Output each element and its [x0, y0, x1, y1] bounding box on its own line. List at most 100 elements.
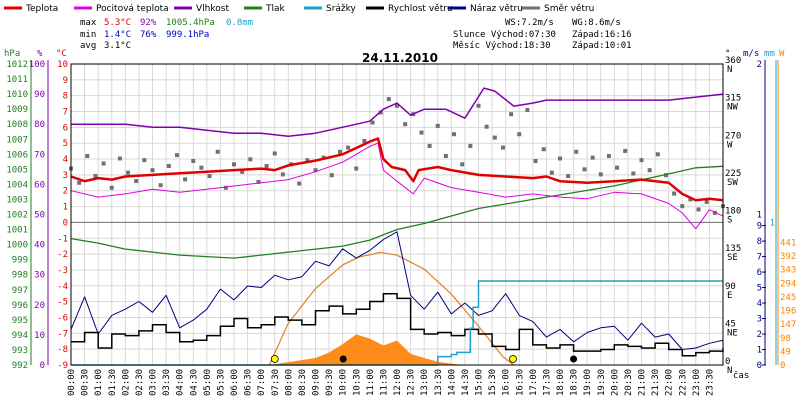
humidity-tick-label: 80	[34, 120, 45, 130]
direction-tick-label: 45	[725, 319, 736, 329]
x-tick-label: 19:30	[597, 369, 607, 396]
x-tick-label: 01:00	[94, 369, 104, 396]
x-tick-label: 11:30	[379, 369, 389, 396]
wind-direction-point	[272, 151, 277, 156]
x-tick-label: 02:00	[121, 369, 131, 396]
x-tick-label: 14:00	[447, 369, 457, 396]
humidity-tick-label: 100	[29, 60, 45, 70]
wind-tick-label: 6	[757, 268, 762, 278]
chart-title: 24.11.2010	[362, 51, 438, 65]
humidity-tick-label: 40	[34, 241, 45, 251]
temperature-tick-label: -9	[57, 361, 68, 371]
wind-direction-point	[598, 172, 603, 177]
temperature-tick-label: -4	[57, 282, 68, 292]
solar-area	[71, 334, 723, 365]
wind-direction-point	[223, 185, 228, 190]
wind-direction-point	[240, 169, 245, 174]
x-tick-label: 06:00	[230, 369, 240, 396]
direction-compass-label: S	[727, 216, 732, 226]
solar-tick-label: 294	[780, 279, 796, 289]
wind-direction-point	[354, 166, 359, 171]
wind-direction-point	[207, 174, 212, 179]
wind-direction-point	[77, 180, 82, 185]
humidity-tick-label: 50	[34, 211, 45, 221]
pressure-tick-label: 1009	[6, 105, 28, 115]
wind-direction-point	[395, 103, 399, 108]
pressure-tick-label: 1005	[6, 165, 28, 175]
wind-direction-point	[623, 148, 628, 153]
wind-tick-label: 0	[757, 361, 762, 371]
wind-direction-point	[256, 179, 261, 184]
wind-direction-point	[232, 162, 236, 167]
series-layer	[69, 87, 725, 366]
stats-max-temp: 5.3°C	[104, 18, 131, 28]
humidity-unit: %	[37, 49, 43, 59]
wind-direction-point	[712, 210, 717, 215]
solar-layer	[71, 251, 723, 366]
info-ws: WS:7.2m/s	[505, 18, 554, 28]
direction-unit: °	[725, 49, 730, 59]
x-tick-label: 18:30	[570, 369, 580, 396]
wind-direction-point	[655, 152, 660, 157]
pressure-line	[70, 165, 724, 259]
wind-direction-point	[680, 204, 685, 209]
legend-humidity: Vlhkost	[174, 4, 229, 14]
wind-direction-point	[443, 153, 448, 158]
x-tick-label: 03:30	[162, 369, 172, 396]
x-axis-label: čas	[733, 370, 749, 381]
direction-tick-label: 90	[725, 282, 736, 292]
x-tick-label: 22:00	[665, 369, 675, 396]
x-tick-label: 17:00	[529, 369, 539, 396]
wind-direction-point	[427, 143, 432, 148]
pressure-tick-label: 995	[12, 316, 28, 326]
x-tick-label: 14:30	[461, 369, 471, 396]
stats-min-press: 999.1hPa	[166, 30, 209, 40]
wind-direction-point	[183, 177, 188, 182]
marker-layer	[270, 355, 578, 363]
pressure-tick-label: 1011	[6, 75, 28, 85]
pressure-tick-label: 1003	[6, 195, 28, 205]
pressure-tick-label: 1004	[6, 180, 28, 190]
temperature-tick-label: -3	[57, 266, 68, 276]
temperature-tick-label: -8	[57, 345, 68, 355]
pressure-tick-label: 1000	[6, 241, 28, 251]
x-tick-label: 13:30	[434, 369, 444, 396]
info-moonrise: Měsíc Východ:18:30	[453, 41, 551, 51]
x-tick-label: 19:00	[583, 369, 593, 396]
stats-max-label: max	[80, 18, 97, 28]
wind-upper-tick-label: 2	[757, 60, 762, 70]
x-tick-label: 21:00	[638, 369, 648, 396]
wind-direction-point	[337, 149, 342, 154]
solar-tick-label: 343	[780, 266, 796, 276]
pressure-tick-label: 1012	[6, 60, 28, 70]
direction-compass-label: E	[727, 291, 732, 301]
wind-direction-point	[280, 172, 285, 177]
direction-compass-label: N	[727, 65, 732, 75]
direction-compass-label: SE	[727, 253, 738, 263]
legend: Teplota Pocitová teplota Vlhkost Tlak Sr…	[4, 4, 594, 14]
wind-direction-point	[647, 168, 652, 173]
legend-humidity-label: Vlhkost	[196, 4, 229, 14]
wind-direction-point	[248, 157, 253, 162]
rain-upper-tick-label: 1	[770, 218, 775, 228]
x-tick-label: 04:30	[189, 369, 199, 396]
info-moonset: Západ:10:01	[572, 41, 632, 51]
wind-direction-point	[639, 158, 644, 163]
feels-like-line	[70, 142, 724, 230]
temperature-unit: °C	[56, 49, 67, 59]
moonrise-marker	[570, 355, 578, 363]
stats-min-hum: 76%	[140, 30, 157, 40]
temperature-tick-label: 4	[63, 155, 68, 165]
temperature-tick-label: 8	[63, 92, 68, 102]
wind-direction-point	[126, 170, 131, 175]
wind-direction-point	[85, 153, 90, 158]
humidity-tick-label: 60	[34, 180, 45, 190]
wind-upper-tick-label: 1	[757, 211, 762, 221]
wind-direction-point	[158, 183, 163, 188]
x-tick-label: 08:30	[298, 369, 308, 396]
pressure-tick-label: 1010	[6, 90, 28, 100]
info-wg: WG:8.6m/s	[572, 18, 621, 28]
stats-max-hum: 92%	[140, 18, 157, 28]
rain-line	[71, 280, 723, 366]
